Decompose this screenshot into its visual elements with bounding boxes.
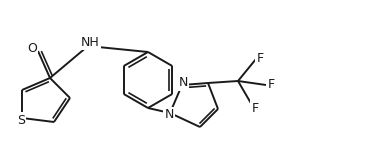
Text: F: F (257, 51, 264, 64)
Text: O: O (27, 41, 37, 54)
Text: N: N (164, 109, 174, 122)
Text: F: F (268, 78, 274, 92)
Text: F: F (251, 102, 258, 115)
Text: S: S (17, 114, 25, 127)
Text: NH: NH (81, 36, 100, 49)
Text: N: N (178, 76, 188, 90)
